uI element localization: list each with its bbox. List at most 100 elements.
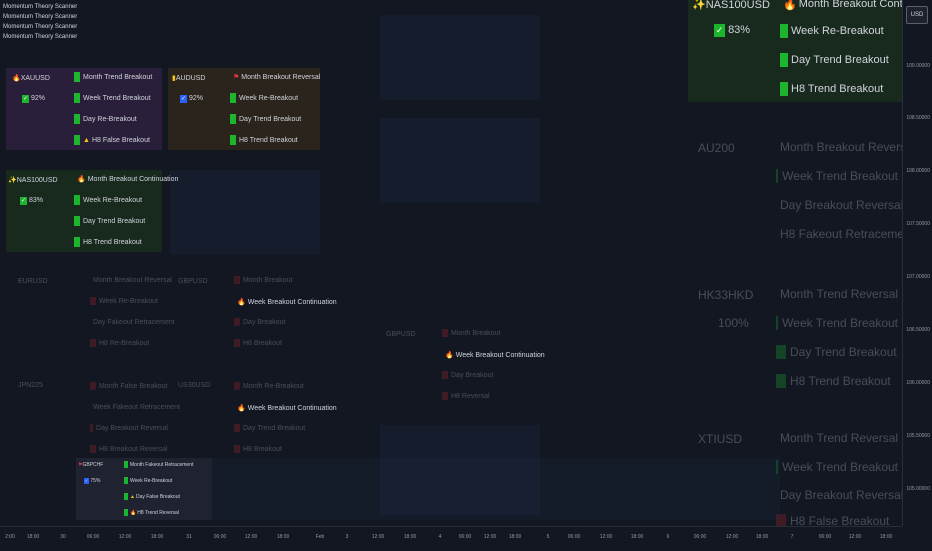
chart-area[interactable]: Momentum Theory Scanner Momentum Theory … — [0, 0, 902, 526]
warning-icon: ▲ — [130, 493, 135, 500]
row-label: Day Fakeout Retracement — [93, 318, 175, 326]
row-label: Month Breakout Continuation — [798, 0, 902, 10]
row-label: Day Breakout Reversal — [780, 198, 902, 212]
row-label: Week Breakout Continuation — [247, 298, 337, 306]
time-tick: 18:00 — [879, 534, 893, 540]
scanner-title: Momentum Theory Scanner — [3, 34, 78, 40]
panel-percent-row: ✓ 83% — [714, 24, 750, 37]
time-tick: 30 — [60, 534, 66, 540]
flag-icon: ⚑ — [233, 74, 240, 81]
panel-symbol-row: ✨NAS100USD — [8, 176, 58, 184]
time-tick: 18:00 — [150, 534, 164, 540]
row-label: Week Breakout Continuation — [455, 351, 545, 359]
check-icon: ✓ — [84, 478, 89, 484]
row-label: Day Trend Breakout — [243, 424, 306, 432]
row-label: Day Re-Breakout — [83, 115, 137, 123]
time-tick: 18:00 — [755, 534, 769, 540]
time-tick: 12:00 — [599, 534, 613, 540]
time-tick: 3 — [345, 534, 349, 540]
row-label: Month False Breakout — [99, 382, 168, 390]
row-label: Month Breakout Reversal — [780, 140, 902, 154]
panel-nas100usd-left: ✨NAS100USD ✓ 83% 🔥 Month Breakout Continu… — [6, 170, 178, 252]
row-label: Month Breakout Continuation — [87, 175, 179, 183]
panel-eurusd: EURUSD Month Breakout Reversal Week Re-B… — [18, 272, 175, 354]
scanner-titles: Momentum Theory Scanner Momentum Theory … — [3, 2, 77, 42]
panel-percent: 75% — [90, 478, 101, 484]
row-label: Month Breakout — [451, 329, 501, 337]
time-tick: 18:00 — [276, 534, 290, 540]
panel-percent: 100% — [718, 316, 749, 330]
chart-icon: ▮ — [172, 75, 176, 82]
price-tick: 106.00000 — [906, 380, 930, 386]
panel-symbol: JPN225 — [18, 382, 43, 389]
ghost-panel — [380, 15, 540, 100]
sparkle-icon: ✨ — [692, 0, 706, 11]
row-label: H8 Reversal — [451, 392, 490, 400]
check-icon: ✓ — [180, 95, 187, 103]
panel-percent-row: ✓ 92% — [22, 95, 45, 103]
time-tick: 6 — [666, 534, 670, 540]
panel-hk33hkd: HK33HKD 100% Month Trend Reversal Week T… — [698, 282, 898, 397]
panel-gbpusd-center: GBPUSD Month Breakout 🔥 Week Breakout Con… — [386, 325, 545, 407]
time-tick: 06:00 — [567, 534, 581, 540]
panel-au200: AU200 Month Breakout Reversal Week Trend… — [698, 135, 902, 250]
row-label: Week Re-Breakout — [99, 297, 159, 305]
panel-xauusd: 🔥XAUUSD ✓ 92% Month Trend Breakout Week … — [6, 68, 162, 150]
time-tick: 18:00 — [630, 534, 644, 540]
row-label: Week Fakeout Retracement — [93, 403, 181, 411]
row-label: Week Trend Breakout — [782, 316, 898, 330]
row-label: Month Breakout — [243, 276, 293, 284]
price-tick: 107.00000 — [906, 274, 930, 280]
panel-percent: 83% — [28, 197, 43, 204]
panel-percent-row: ✓ 75% — [84, 478, 100, 484]
panel-symbol-row: ✨NAS100USD — [692, 0, 770, 11]
fire-icon: 🔥 — [237, 405, 246, 412]
price-tick: 105.50000 — [906, 433, 930, 439]
row-label: H8 Fakeout Retracement — [780, 227, 902, 241]
row-label: H8 False Breakout — [790, 514, 890, 526]
row-label: Month Re-Breakout — [243, 382, 304, 390]
row-label: Day Trend Breakout — [239, 115, 302, 123]
panel-symbol: US30USD — [178, 382, 211, 389]
panel-symbol: NAS100USD — [705, 0, 770, 11]
panel-percent-row: ✓ 92% — [180, 95, 203, 103]
row-label: Month Breakout Reversal — [93, 276, 172, 284]
price-tick: 107.50000 — [906, 221, 930, 227]
time-tick: 06:00 — [213, 534, 227, 540]
time-tick: 4 — [438, 534, 442, 540]
row-label: H8 Trend Breakout — [791, 83, 884, 95]
row-label: Day Breakout — [451, 371, 494, 379]
row-label: Day Breakout — [243, 318, 286, 326]
price-tick: 109.00000 — [906, 63, 930, 69]
price-tick: 106.50000 — [906, 327, 930, 333]
fire-icon: 🔥 — [130, 509, 137, 516]
panel-symbol: AU200 — [698, 141, 735, 155]
row-label: Day Breakout Reversal — [780, 488, 902, 502]
panel-xtiusd: XTIUSD Month Trend Reversal Week Trend B… — [698, 428, 902, 526]
row-label: Week Trend Breakout — [83, 94, 151, 102]
time-axis[interactable]: 2:00 18:00 30 06:00 12:00 18:00 31 06:00… — [0, 526, 902, 551]
price-tick: 105.00000 — [906, 486, 930, 492]
time-tick: 2:00 — [5, 534, 15, 540]
time-tick: 5 — [546, 534, 550, 540]
time-tick: 12:00 — [244, 534, 258, 540]
fire-icon: 🔥 — [445, 352, 454, 359]
panel-nas100usd-right: ✨NAS100USD ✓ 83% 🔥Month Breakout Continu… — [688, 0, 902, 102]
check-icon: ✓ — [22, 95, 29, 103]
currency-button[interactable]: USD — [906, 6, 928, 24]
row-label: H8 Trend Breakout — [239, 136, 298, 144]
panel-percent: 83% — [728, 24, 751, 36]
price-tick: 108.00000 — [906, 168, 930, 174]
time-tick: 06:00 — [86, 534, 100, 540]
panel-percent: 92% — [188, 95, 203, 102]
price-axis[interactable]: 109.00000 108.50000 108.00000 107.50000 … — [902, 0, 932, 526]
panel-percent-row: ✓ 83% — [20, 197, 43, 205]
time-tick: 18:00 — [26, 534, 40, 540]
panel-symbol: GBPUSD — [386, 331, 416, 338]
row-label: Week Re-Breakout — [791, 25, 884, 37]
fire-icon: 🔥 — [237, 299, 246, 306]
flag-icon: ⚑ — [78, 462, 83, 468]
row-label: Week Trend Breakout — [782, 169, 898, 183]
scanner-title: Momentum Theory Scanner — [3, 24, 78, 30]
time-tick: 06:00 — [818, 534, 832, 540]
